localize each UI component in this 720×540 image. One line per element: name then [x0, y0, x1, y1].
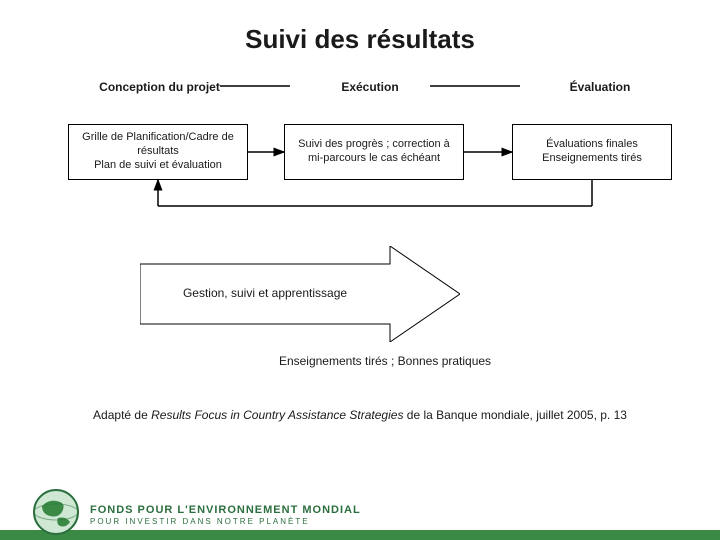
source-prefix: Adapté de: [93, 408, 151, 422]
box-execution: Suivi des progrès ; correction à mi-parc…: [284, 124, 464, 180]
box-planning: Grille de Planification/Cadre de résulta…: [68, 124, 248, 180]
footer-bar: [0, 530, 720, 540]
source-italic: Results Focus in Country Assistance Stra…: [151, 408, 403, 422]
column-head-evaluate: Évaluation: [530, 80, 670, 94]
column-head-design: Conception du projet: [72, 80, 247, 94]
footer: FONDS POUR L'ENVIRONNEMENT MONDIAL POUR …: [0, 496, 720, 540]
big-arrow-label: Gestion, suivi et apprentissage: [152, 286, 378, 300]
box-evaluation: Évaluations finalesEnseignements tirés: [512, 124, 672, 180]
page: Suivi des résultats Conception du projet…: [0, 0, 720, 540]
brand-line2: POUR INVESTIR DANS NOTRE PLANÈTE: [90, 517, 361, 526]
source-suffix: de la Banque mondiale, juillet 2005, p. …: [403, 408, 627, 422]
footer-url[interactable]: www.theGEF.org: [622, 516, 704, 528]
globe-icon: [32, 488, 80, 536]
brand-text: FONDS POUR L'ENVIRONNEMENT MONDIAL POUR …: [90, 504, 361, 526]
page-title: Suivi des résultats: [0, 24, 720, 55]
source-citation: Adapté de Results Focus in Country Assis…: [0, 408, 720, 422]
column-head-execute: Exécution: [300, 80, 440, 94]
gef-logo: [32, 488, 80, 536]
lessons-label: Enseignements tirés ; Bonnes pratiques: [255, 354, 515, 368]
brand-line1: FONDS POUR L'ENVIRONNEMENT MONDIAL: [90, 504, 361, 516]
